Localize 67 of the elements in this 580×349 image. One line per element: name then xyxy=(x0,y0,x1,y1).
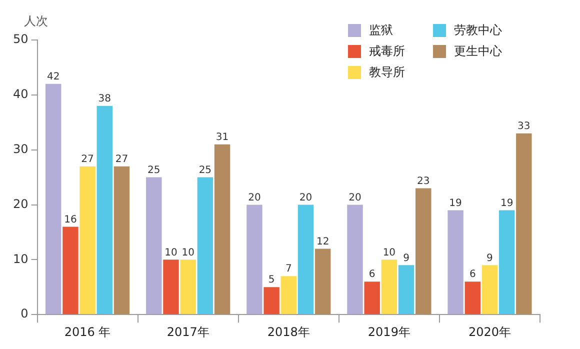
bar xyxy=(214,144,230,314)
data-label: 20 xyxy=(248,192,261,204)
data-label: 10 xyxy=(164,247,178,258)
legend-label: 劳教中心 xyxy=(454,22,502,39)
bar xyxy=(264,287,280,314)
data-label: 33 xyxy=(518,120,530,132)
y-tick-label: 40 xyxy=(12,87,28,102)
y-tick-label: 20 xyxy=(12,196,28,211)
bar xyxy=(364,282,380,314)
bar xyxy=(62,226,78,314)
data-label: 12 xyxy=(316,236,330,248)
data-label: 31 xyxy=(216,132,229,143)
x-tick-label: 2018年 xyxy=(267,324,310,339)
data-label: 38 xyxy=(98,94,112,104)
bar xyxy=(381,260,398,314)
data-label: 25 xyxy=(198,164,212,176)
data-label: 7 xyxy=(285,264,292,275)
y-tick-label: 50 xyxy=(12,32,28,46)
x-tick-label: 2020年 xyxy=(468,324,511,339)
legend-label: 监狱 xyxy=(369,22,393,39)
y-axis-title: 人次 xyxy=(24,14,48,28)
y-tick-label: 30 xyxy=(12,142,28,156)
bar xyxy=(298,204,314,314)
bar xyxy=(146,177,162,314)
x-tick-label: 2019年 xyxy=(368,324,410,339)
data-label: 19 xyxy=(500,198,514,209)
bar xyxy=(314,248,331,314)
bar xyxy=(482,265,498,314)
bar xyxy=(498,210,515,314)
data-label: 27 xyxy=(115,154,128,165)
data-label: 27 xyxy=(81,154,94,165)
x-tick-label: 2017年 xyxy=(166,324,210,339)
data-label: 20 xyxy=(348,192,362,204)
bar xyxy=(416,188,432,314)
legend-label: 戒毒所 xyxy=(369,43,405,60)
data-label: 10 xyxy=(382,247,396,258)
data-label: 20 xyxy=(299,192,312,204)
bar xyxy=(246,204,262,314)
bar xyxy=(398,265,414,314)
data-label: 42 xyxy=(46,72,60,83)
y-tick-label: 0 xyxy=(20,306,28,321)
data-label: 6 xyxy=(469,269,476,280)
data-label: 9 xyxy=(403,252,410,264)
bar xyxy=(45,84,62,314)
x-tick-label: 2016 年 xyxy=(64,324,111,339)
data-label: 9 xyxy=(486,252,493,264)
bar xyxy=(347,204,363,314)
data-label: 5 xyxy=(268,274,275,286)
bar xyxy=(516,133,532,314)
bar xyxy=(80,166,96,314)
bar xyxy=(114,166,130,314)
data-label: 6 xyxy=(368,269,376,280)
bar xyxy=(280,276,296,314)
bar xyxy=(180,260,196,314)
bar xyxy=(448,210,464,314)
data-label: 19 xyxy=(449,198,462,209)
bar xyxy=(96,106,112,314)
data-label: 10 xyxy=(182,247,194,258)
data-label: 25 xyxy=(148,164,160,176)
bar xyxy=(464,282,480,314)
bar xyxy=(197,177,214,314)
y-tick-label: 10 xyxy=(12,252,28,266)
legend-label: 教导所 xyxy=(369,64,405,81)
bar xyxy=(163,260,179,314)
legend-label: 更生中心 xyxy=(454,43,502,60)
data-label: 16 xyxy=(64,214,77,226)
data-label: 23 xyxy=(417,176,430,187)
